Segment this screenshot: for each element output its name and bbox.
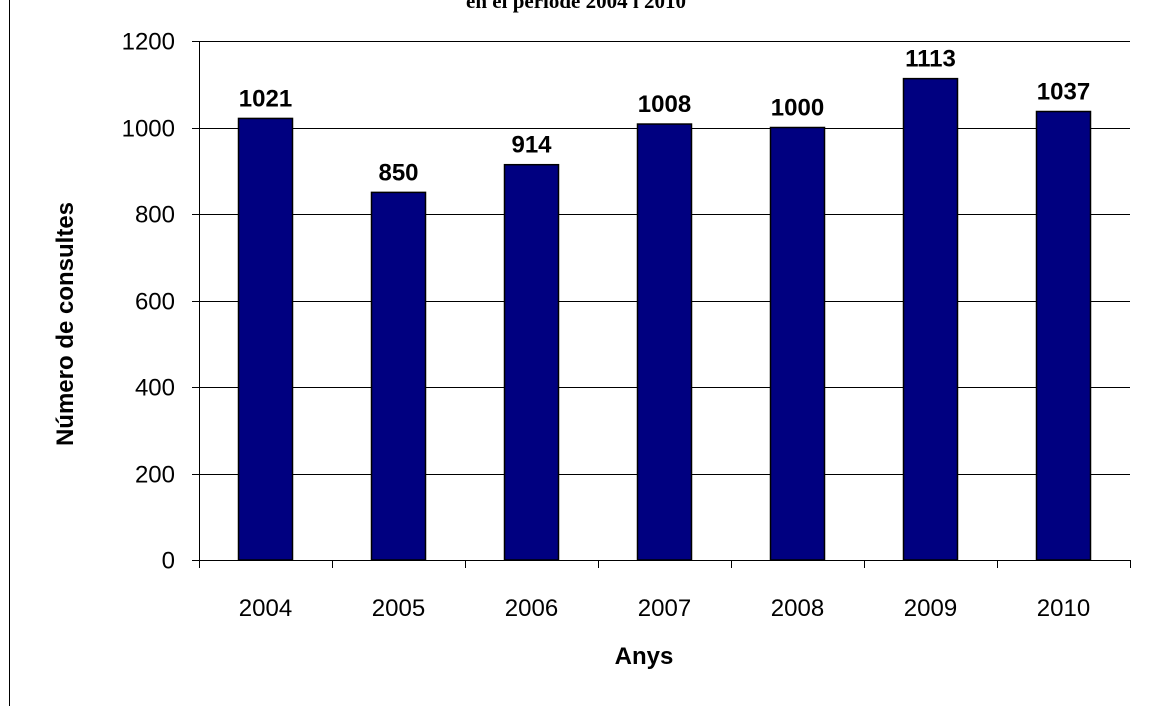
x-tick-label: 2004 (239, 595, 292, 622)
x-tick-labels: 2004 2005 2006 2007 2008 2009 2010 (239, 595, 1090, 622)
y-tick-label: 0 (162, 548, 175, 575)
data-label: 850 (378, 159, 418, 186)
data-labels: 1021 850 914 1008 1000 1113 1037 (239, 46, 1090, 187)
y-tick-label: 1200 (122, 29, 175, 56)
x-tick-label: 2005 (372, 595, 425, 622)
bar (237, 117, 294, 561)
axes (192, 41, 1131, 568)
y-tick-label: 800 (135, 202, 175, 229)
x-tick-label: 2009 (904, 595, 957, 622)
y-axis-title: Número de consultes (52, 202, 79, 446)
data-label: 1113 (905, 46, 956, 73)
bars (237, 77, 1092, 561)
data-label: 1021 (239, 85, 292, 112)
bar (1035, 110, 1092, 561)
bar (902, 77, 959, 561)
x-tick-label: 2010 (1037, 595, 1090, 622)
data-label: 1037 (1037, 78, 1090, 105)
data-label: 1008 (638, 91, 691, 118)
bar (636, 123, 693, 561)
x-axis-title: Anys (615, 643, 674, 670)
data-label: 914 (511, 132, 552, 159)
data-label: 1000 (771, 95, 824, 122)
y-tick-labels: 0 200 400 600 800 1000 1200 (122, 29, 175, 575)
y-tick-label: 1000 (122, 116, 175, 143)
x-tick-label: 2006 (505, 595, 558, 622)
bar (503, 163, 560, 561)
x-tick-label: 2008 (771, 595, 824, 622)
bar (769, 126, 826, 561)
y-tick-label: 400 (135, 375, 175, 402)
y-tick-label: 200 (135, 462, 175, 489)
y-tick-label: 600 (135, 289, 175, 316)
chart-title: en el període 2004 i 2010 (466, 0, 686, 13)
x-tick-label: 2007 (638, 595, 691, 622)
bar (370, 191, 427, 561)
